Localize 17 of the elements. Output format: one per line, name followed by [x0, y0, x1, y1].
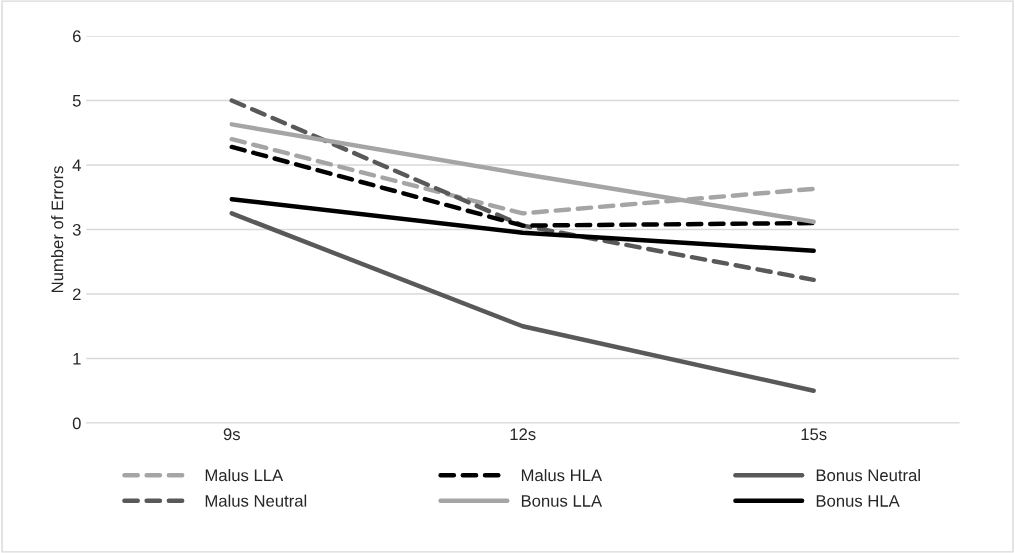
x-tick-label: 12s	[510, 428, 536, 441]
y-tick-label: 2	[72, 288, 81, 301]
legend-label: Malus Neutral	[205, 494, 307, 507]
legend-label: Malus HLA	[521, 469, 603, 482]
y-tick-label: 4	[72, 159, 81, 172]
legend-label: Bonus Neutral	[816, 469, 920, 482]
legend-label: Malus LLA	[205, 469, 284, 482]
y-tick-label: 6	[72, 30, 81, 43]
y-tick-label: 0	[72, 417, 81, 430]
y-axis-title: Number of Errors	[51, 166, 64, 293]
legend-label: Bonus LLA	[521, 495, 603, 507]
y-tick-label: 3	[72, 223, 81, 236]
x-tick-label: 9s	[223, 428, 240, 441]
y-tick-label: 5	[72, 95, 81, 107]
x-tick-label: 15s	[801, 428, 827, 441]
y-tick-label: 1	[73, 353, 81, 365]
legend-label: Bonus HLA	[816, 495, 900, 507]
